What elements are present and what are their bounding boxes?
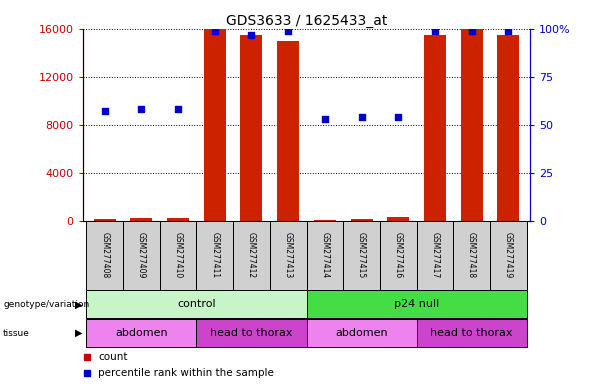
Bar — [306, 221, 343, 290]
Text: GSM277418: GSM277418 — [467, 232, 476, 278]
Bar — [387, 217, 409, 221]
Bar — [460, 29, 482, 221]
Bar — [86, 221, 123, 290]
Bar — [380, 221, 417, 290]
Bar — [196, 319, 306, 347]
Text: ▶: ▶ — [75, 299, 82, 310]
Text: p24 null: p24 null — [394, 299, 439, 310]
Point — [137, 106, 147, 113]
Bar — [306, 291, 527, 318]
Point — [283, 28, 293, 34]
Text: GSM277409: GSM277409 — [137, 232, 146, 278]
Bar — [233, 221, 270, 290]
Title: GDS3633 / 1625433_at: GDS3633 / 1625433_at — [226, 14, 387, 28]
Point — [503, 28, 513, 34]
Point — [357, 114, 367, 120]
Point — [320, 116, 330, 122]
Text: abdomen: abdomen — [115, 328, 168, 338]
Bar — [497, 35, 519, 221]
Point — [394, 114, 403, 120]
Text: head to thorax: head to thorax — [210, 328, 293, 338]
Bar — [343, 221, 380, 290]
Bar — [277, 41, 299, 221]
Bar — [94, 219, 116, 221]
Text: GSM277419: GSM277419 — [504, 232, 512, 278]
Bar — [131, 218, 153, 221]
Bar — [424, 35, 446, 221]
Text: GSM277417: GSM277417 — [430, 232, 440, 278]
Text: GSM277412: GSM277412 — [247, 232, 256, 278]
Bar — [86, 319, 196, 347]
Point — [210, 28, 219, 34]
Text: GSM277413: GSM277413 — [284, 232, 292, 278]
Bar — [351, 219, 373, 221]
Bar — [270, 221, 306, 290]
Point — [173, 106, 183, 113]
Bar — [453, 221, 490, 290]
Text: genotype/variation: genotype/variation — [3, 300, 89, 309]
Text: count: count — [99, 352, 128, 362]
Bar — [167, 218, 189, 221]
Text: ▶: ▶ — [75, 328, 82, 338]
Text: GSM277410: GSM277410 — [173, 232, 183, 278]
Bar — [123, 221, 160, 290]
Bar — [196, 221, 233, 290]
Point — [430, 28, 440, 34]
Bar — [86, 291, 306, 318]
Bar — [306, 319, 417, 347]
Bar — [204, 29, 226, 221]
Bar — [160, 221, 196, 290]
Text: percentile rank within the sample: percentile rank within the sample — [99, 368, 274, 378]
Bar — [240, 35, 262, 221]
Bar — [417, 319, 527, 347]
Text: abdomen: abdomen — [335, 328, 388, 338]
Bar — [417, 221, 453, 290]
Bar — [490, 221, 527, 290]
Text: GSM277416: GSM277416 — [394, 232, 403, 278]
Point — [246, 31, 256, 38]
Point — [466, 28, 476, 34]
Text: GSM277414: GSM277414 — [321, 232, 329, 278]
Text: head to thorax: head to thorax — [430, 328, 513, 338]
Text: control: control — [177, 299, 216, 310]
Text: GSM277411: GSM277411 — [210, 232, 219, 278]
Point — [100, 108, 110, 114]
Text: tissue: tissue — [3, 329, 30, 338]
Bar — [314, 220, 336, 221]
Text: GSM277408: GSM277408 — [101, 232, 109, 278]
Text: GSM277415: GSM277415 — [357, 232, 366, 278]
